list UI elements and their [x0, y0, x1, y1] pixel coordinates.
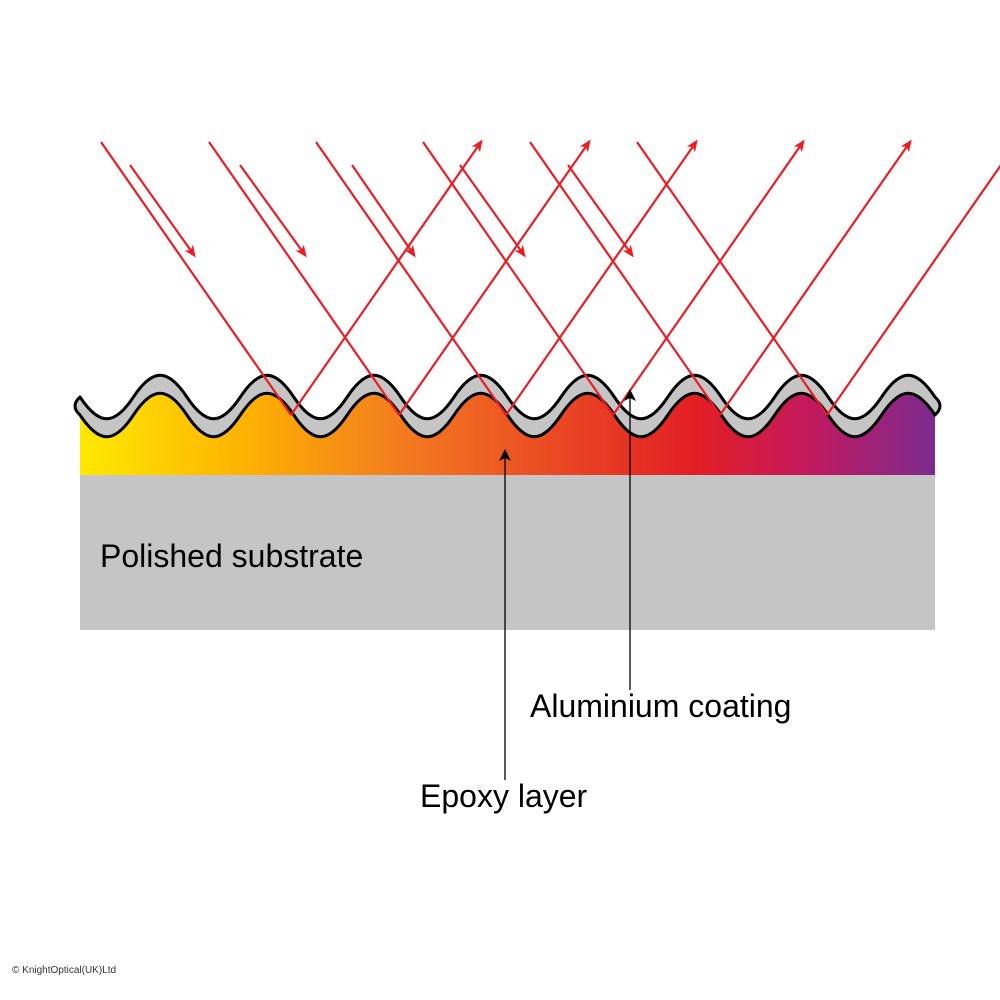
- ray-out-5: [827, 142, 1000, 415]
- ray-out-1: [399, 142, 589, 415]
- ray-in-5: [637, 142, 827, 415]
- ray-out-2: [506, 142, 696, 415]
- incoming-ray-0: [130, 165, 194, 255]
- incoming-ray-1: [240, 165, 305, 255]
- substrate-label: Polished substrate: [100, 538, 363, 575]
- coating-label: Aluminium coating: [530, 688, 791, 725]
- ray-in-0: [101, 142, 291, 415]
- ray-in-1: [209, 142, 399, 415]
- incoming-ray-2: [352, 165, 414, 255]
- copyright-text: © KnightOptical(UK)Ltd: [12, 965, 116, 976]
- ray-in-3: [423, 142, 613, 415]
- ray-out-3: [613, 142, 803, 415]
- epoxy-label: Epoxy layer: [420, 778, 587, 815]
- diagram-svg: [0, 0, 1000, 1000]
- ray-in-4: [530, 142, 720, 415]
- ray-in-2: [316, 142, 506, 415]
- ray-out-4: [720, 142, 910, 415]
